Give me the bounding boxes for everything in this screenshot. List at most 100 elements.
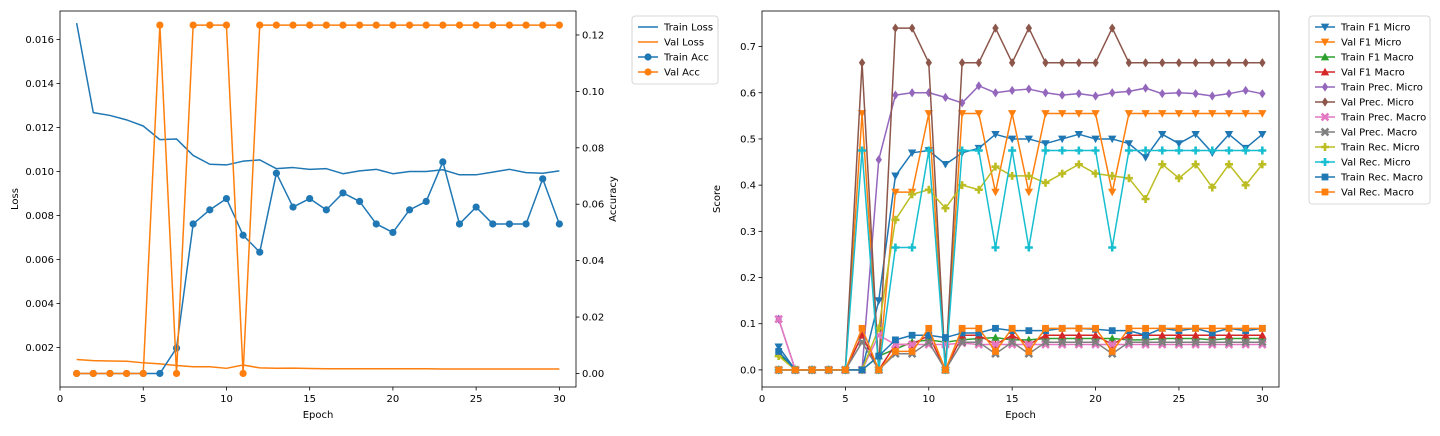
score-series-11-point xyxy=(841,366,849,374)
loss-series-3-point xyxy=(139,369,147,378)
score-series-5-point xyxy=(925,58,932,68)
score-series-1-point xyxy=(1191,110,1200,118)
score-series-3-point xyxy=(1158,331,1167,339)
score-series-11-point xyxy=(1042,324,1049,332)
score-chart: 0 5 10 15 20 25 30 0.0 0.1 0.2 0.3 0.4 0.5 0.6 0.7 Epoc… xyxy=(712,10,1431,421)
score-legend-label-9: Val Rec. Micro xyxy=(1341,158,1411,169)
loss-series-3-point xyxy=(322,21,330,29)
loss-x-tick-label: 15 xyxy=(303,394,316,405)
score-legend-label-4: Train Prec. Micro xyxy=(1340,83,1423,94)
score-series-8-point xyxy=(1141,195,1150,203)
score-series-10-point xyxy=(1108,327,1116,335)
score-series-10-point xyxy=(1208,329,1216,337)
score-series-11-point xyxy=(1242,324,1250,332)
score-series-5-point xyxy=(1092,58,1099,68)
score-series-9-point xyxy=(858,146,867,155)
loss-x-tick-label: 30 xyxy=(553,394,566,405)
score-series-4-point xyxy=(1008,85,1016,96)
loss-series-2-point xyxy=(289,203,297,211)
score-series-11-point xyxy=(1225,324,1233,332)
score-series-3-point xyxy=(1091,331,1100,339)
score-series-1-point xyxy=(1241,110,1250,118)
score-series-0-point xyxy=(1191,130,1200,139)
loss-series-2-point xyxy=(256,248,264,256)
score-series-5-point xyxy=(1175,58,1183,68)
score-series-3-point xyxy=(1041,331,1050,339)
score-series-1-point xyxy=(1007,110,1017,118)
score-series-10-point xyxy=(975,329,983,337)
score-series-7-point xyxy=(1041,337,1050,347)
score-series-7-point xyxy=(1057,337,1067,347)
loss-series-3-point xyxy=(172,369,181,378)
loss-series-3-point xyxy=(256,21,264,29)
score-series-10-point xyxy=(892,336,899,344)
loss-x-tick-label: 20 xyxy=(387,394,400,405)
loss-legend-label-2: Train Acc xyxy=(663,53,709,64)
score-legend-marker-5 xyxy=(1321,97,1329,107)
score-series-4-point xyxy=(1109,88,1116,98)
score-series-8-point xyxy=(1224,160,1233,169)
score-legend-marker-0 xyxy=(1320,23,1330,32)
loss-series-3-point xyxy=(206,21,214,29)
score-series-10-point xyxy=(942,334,949,341)
score-series-9-point xyxy=(1091,146,1100,155)
score-series-1-point xyxy=(1024,188,1034,197)
score-series-6-point xyxy=(1007,340,1017,349)
score-series-5-point xyxy=(1058,58,1066,68)
score-series-4-point xyxy=(1159,89,1166,99)
score-series-0-point xyxy=(1024,135,1034,144)
score-series-1-point xyxy=(1091,110,1100,118)
score-series-9-point xyxy=(991,243,1000,252)
score-series-7-point xyxy=(1174,337,1184,347)
loss-series-2-point xyxy=(172,344,181,352)
score-series-11-point xyxy=(1092,324,1099,332)
score-series-9-point xyxy=(958,146,967,155)
loss-axes-frame xyxy=(59,10,577,388)
score-y-tick-label: 0.4 xyxy=(740,181,756,192)
score-series-11-point xyxy=(1108,348,1116,355)
loss-series-3 xyxy=(73,21,563,378)
score-series-5-point xyxy=(1225,58,1233,68)
loss-legend-box xyxy=(631,15,719,85)
loss-series-3-point xyxy=(189,21,197,29)
score-x-tick-label: 0 xyxy=(759,394,765,405)
score-y-tick-label: 0.5 xyxy=(740,134,756,145)
score-series-4-point xyxy=(992,88,999,98)
loss-series-2-point xyxy=(555,220,563,228)
score-series-6-point xyxy=(991,340,1000,349)
score-series-4-point xyxy=(1125,86,1133,96)
score-series-group xyxy=(774,23,1267,375)
score-series-7-point xyxy=(974,337,984,347)
loss-series-3-point xyxy=(289,21,297,29)
score-series-1-point xyxy=(1108,188,1117,197)
loss-series-1 xyxy=(76,358,560,370)
score-legend-marker-11 xyxy=(1321,188,1329,196)
loss-series-2-point xyxy=(306,194,314,203)
score-series-5-point xyxy=(1008,58,1016,68)
score-series-5-point xyxy=(908,23,916,33)
loss-y2-tick-label: 0.08 xyxy=(582,143,604,154)
score-series-11-point xyxy=(1258,324,1266,332)
score-series-0-point xyxy=(991,130,1000,139)
score-series-9-point xyxy=(1174,146,1183,155)
score-series-8-point xyxy=(991,162,1000,171)
loss-x-axis-label: Epoch xyxy=(303,410,334,421)
score-series-8-point xyxy=(908,190,917,199)
score-series-6-point xyxy=(1024,340,1034,349)
score-series-11-point xyxy=(942,366,949,374)
score-series-8-point xyxy=(1241,181,1250,190)
score-legend-label-8: Train Rec. Micro xyxy=(1340,143,1420,154)
loss-series-3-point xyxy=(405,21,414,29)
loss-series-3-point xyxy=(472,21,480,29)
score-series-4-point xyxy=(908,88,916,98)
score-series-5-point xyxy=(1242,58,1249,68)
loss-y2-tick-label: 0.12 xyxy=(582,30,604,41)
score-series-10-point xyxy=(875,352,883,360)
score-x-tick-label: 25 xyxy=(1173,394,1186,405)
score-series-3-point xyxy=(1007,331,1017,339)
score-series-1-point xyxy=(1174,110,1184,118)
score-series-0-point xyxy=(1174,140,1184,148)
score-series-8-point xyxy=(1058,169,1067,178)
loss-series-0 xyxy=(75,22,560,176)
